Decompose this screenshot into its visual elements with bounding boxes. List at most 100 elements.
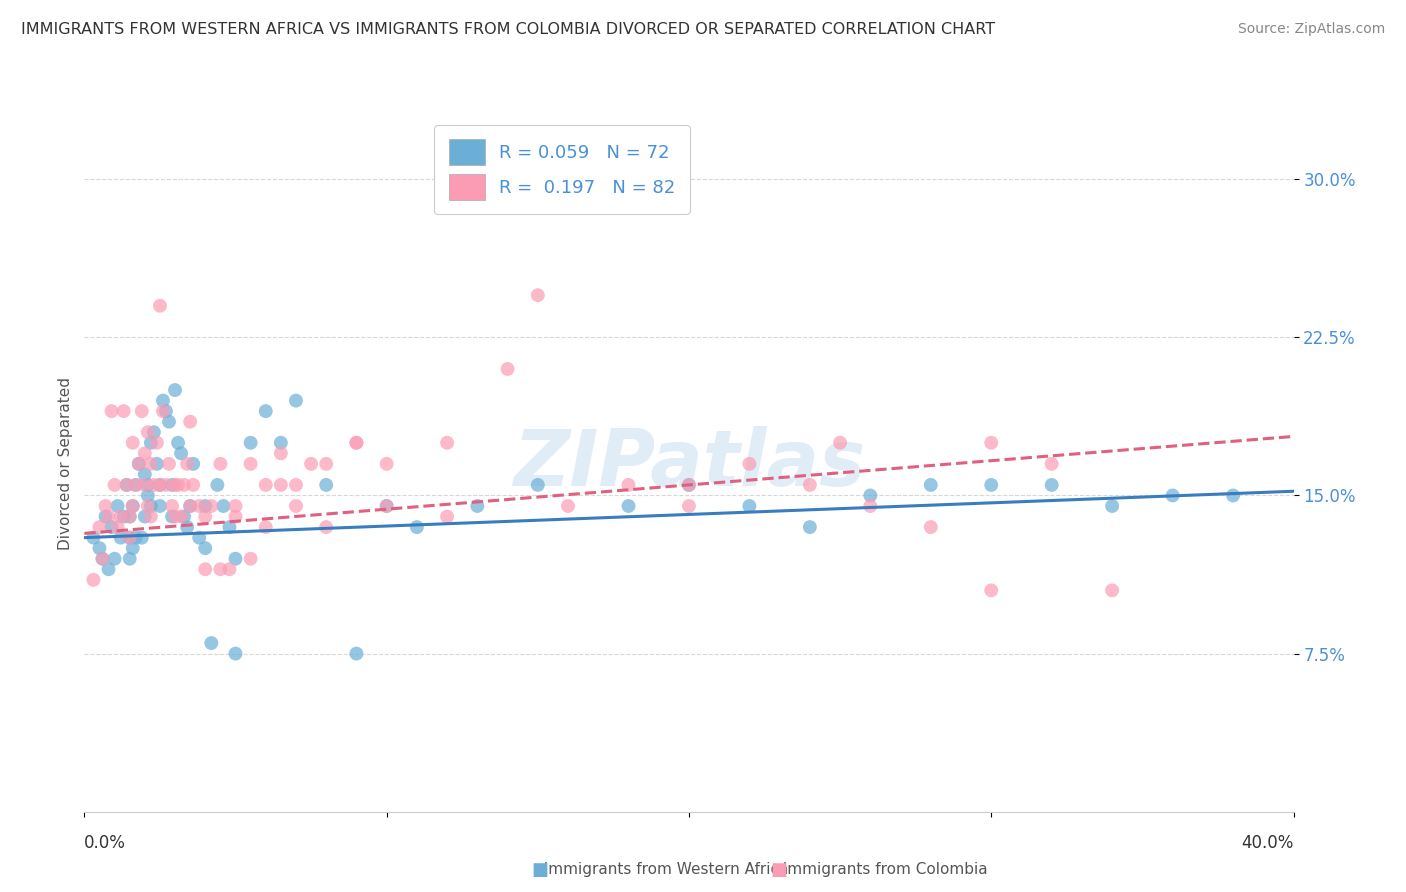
Point — [89, 520, 111, 534]
Point — [859, 488, 882, 502]
Point — [678, 499, 700, 513]
Point — [107, 520, 129, 534]
Point — [170, 509, 193, 524]
Point — [163, 478, 186, 492]
Point — [118, 531, 141, 545]
Point — [346, 435, 368, 450]
Point — [136, 425, 159, 440]
Text: ■: ■ — [531, 861, 548, 879]
Point — [375, 499, 398, 513]
Point — [188, 531, 211, 545]
Point — [188, 499, 211, 513]
Point — [134, 509, 156, 524]
Point — [104, 551, 127, 566]
Point — [980, 435, 1002, 450]
Point — [239, 457, 262, 471]
Point — [160, 478, 183, 492]
Point — [167, 435, 190, 450]
Point — [115, 478, 138, 492]
Point — [121, 499, 143, 513]
Point — [152, 404, 174, 418]
Point — [128, 457, 150, 471]
Point — [980, 478, 1002, 492]
Point — [152, 393, 174, 408]
Point — [1161, 488, 1184, 502]
Text: Immigrants from Western Africa: Immigrants from Western Africa — [534, 863, 789, 877]
Point — [225, 551, 247, 566]
Text: Source: ZipAtlas.com: Source: ZipAtlas.com — [1237, 22, 1385, 37]
Point — [738, 499, 761, 513]
Point — [121, 435, 143, 450]
Point — [617, 478, 640, 492]
Point — [125, 478, 148, 492]
Point — [212, 499, 235, 513]
Point — [157, 457, 180, 471]
Point — [920, 520, 942, 534]
Point — [176, 457, 198, 471]
Point — [82, 531, 104, 545]
Point — [179, 415, 201, 429]
Point — [82, 573, 104, 587]
Point — [142, 425, 165, 440]
Point — [830, 435, 852, 450]
Text: 0.0%: 0.0% — [84, 834, 127, 852]
Point — [346, 647, 368, 661]
Point — [104, 478, 127, 492]
Point — [1101, 583, 1123, 598]
Point — [173, 509, 195, 524]
Point — [173, 478, 195, 492]
Point — [179, 499, 201, 513]
Text: ZIPatlas: ZIPatlas — [513, 425, 865, 502]
Point — [149, 499, 172, 513]
Point — [194, 541, 217, 556]
Point — [738, 457, 761, 471]
Point — [134, 467, 156, 482]
Point — [91, 551, 114, 566]
Point — [315, 478, 337, 492]
Point — [179, 499, 201, 513]
Point — [194, 509, 217, 524]
Point — [270, 478, 292, 492]
Point — [194, 562, 217, 576]
Point — [209, 457, 232, 471]
Point — [89, 541, 111, 556]
Point — [617, 499, 640, 513]
Point — [160, 509, 183, 524]
Point — [225, 499, 247, 513]
Point — [194, 499, 217, 513]
Point — [375, 457, 398, 471]
Point — [678, 478, 700, 492]
Point — [1040, 457, 1063, 471]
Point — [218, 520, 240, 534]
Legend: R = 0.059   N = 72, R =  0.197   N = 82: R = 0.059 N = 72, R = 0.197 N = 82 — [434, 125, 690, 214]
Text: IMMIGRANTS FROM WESTERN AFRICA VS IMMIGRANTS FROM COLOMBIA DIVORCED OR SEPARATED: IMMIGRANTS FROM WESTERN AFRICA VS IMMIGR… — [21, 22, 995, 37]
Point — [157, 415, 180, 429]
Point — [142, 478, 165, 492]
Point — [131, 404, 153, 418]
Point — [200, 499, 222, 513]
Point — [346, 435, 368, 450]
Point — [1222, 488, 1244, 502]
Point — [284, 499, 308, 513]
Point — [110, 509, 132, 524]
Text: 40.0%: 40.0% — [1241, 834, 1294, 852]
Point — [859, 499, 882, 513]
Point — [526, 288, 548, 302]
Point — [110, 531, 132, 545]
Point — [146, 435, 169, 450]
Point — [125, 478, 148, 492]
Text: ■: ■ — [770, 861, 787, 879]
Point — [1040, 478, 1063, 492]
Point — [254, 478, 277, 492]
Point — [406, 520, 429, 534]
Point — [136, 478, 159, 492]
Point — [139, 435, 162, 450]
Point — [146, 457, 169, 471]
Point — [163, 383, 186, 397]
Point — [94, 499, 117, 513]
Point — [799, 520, 821, 534]
Point — [254, 520, 277, 534]
Point — [436, 435, 458, 450]
Point — [163, 509, 186, 524]
Point — [107, 499, 129, 513]
